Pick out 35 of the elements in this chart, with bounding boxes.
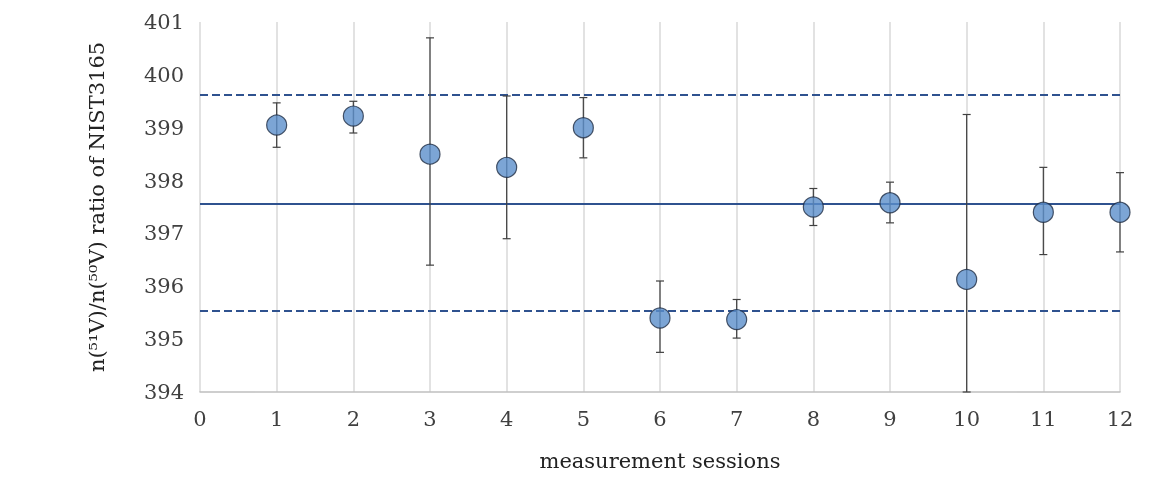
x-tick-label: 3 xyxy=(423,406,437,431)
point xyxy=(1032,201,1054,223)
x-tick-label: 6 xyxy=(653,406,667,431)
y-tick-label: 395 xyxy=(143,327,184,352)
point xyxy=(266,114,288,136)
point xyxy=(802,196,824,218)
y-axis-title: n(⁵¹V)/n(⁵⁰V) ratio of NIST3165 xyxy=(85,41,109,373)
x-tick-label: 1 xyxy=(269,406,284,431)
x-tick-label: 5 xyxy=(576,406,591,431)
x-axis-title: measurement sessions xyxy=(539,448,781,473)
y-tick-label: 401 xyxy=(143,10,184,34)
x-tick-label: 9 xyxy=(883,406,897,431)
point xyxy=(496,156,518,178)
x-tick-label: 0 xyxy=(193,406,207,431)
y-tick-label: 397 xyxy=(143,221,184,246)
y-tick-label: 400 xyxy=(143,62,184,87)
x-tick-label: 4 xyxy=(499,406,514,431)
x-tick-label: 7 xyxy=(729,406,744,431)
x-tick-label: 10 xyxy=(953,406,981,431)
point xyxy=(879,192,901,214)
point xyxy=(726,308,748,331)
y-tick-label: 399 xyxy=(143,115,184,140)
point xyxy=(572,117,594,139)
x-tick-label: 12 xyxy=(1106,406,1134,431)
x-tick-label: 2 xyxy=(346,406,361,431)
y-tick-label: 396 xyxy=(143,274,184,299)
x-tick-label: 8 xyxy=(806,406,821,431)
point xyxy=(342,105,364,127)
point xyxy=(956,268,978,291)
y-tick-label: 398 xyxy=(143,168,184,193)
point xyxy=(419,143,441,165)
point xyxy=(1109,201,1131,223)
x-tick-label: 11 xyxy=(1029,406,1057,431)
point xyxy=(649,307,671,329)
y-tick-label: 394 xyxy=(143,380,184,404)
